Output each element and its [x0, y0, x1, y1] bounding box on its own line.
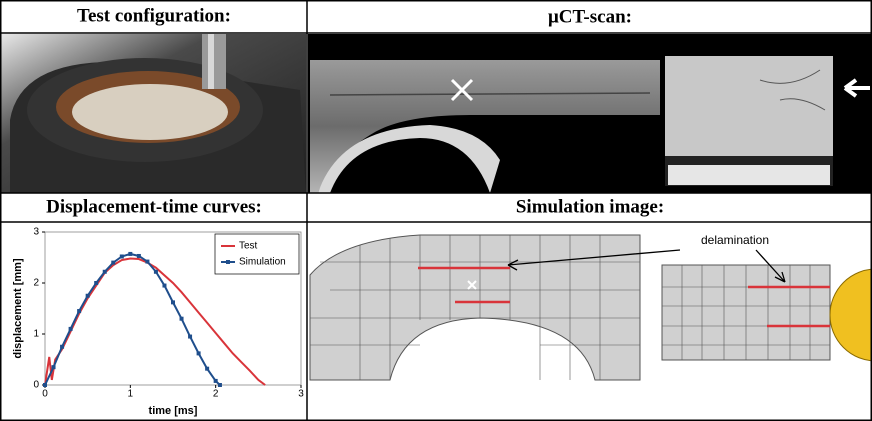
y-tick-label: 0 [33, 380, 39, 391]
y-tick-label: 1 [33, 329, 39, 340]
ct-scan [308, 34, 871, 193]
marker [120, 254, 124, 258]
panel-title: Simulation image: [516, 196, 664, 217]
panel-title: Displacement-time curves: [46, 196, 262, 217]
photo [1, 34, 306, 193]
x-tick-label: 3 [298, 389, 304, 400]
legend-label: Test [239, 241, 258, 252]
marker [86, 294, 90, 298]
marker [145, 260, 149, 264]
marker [180, 317, 184, 321]
marker [77, 309, 81, 313]
marker [218, 383, 222, 387]
marker [214, 379, 218, 383]
marker [43, 383, 47, 387]
marker [188, 335, 192, 339]
marker [111, 261, 115, 265]
mesh: delamination [310, 233, 872, 380]
x-tick-label: 1 [128, 389, 134, 400]
y-axis-label: displacement [mm] [12, 258, 24, 359]
legend-marker [226, 260, 230, 264]
marker [154, 270, 158, 274]
marker [197, 351, 201, 355]
marker [171, 300, 175, 304]
marker [60, 345, 64, 349]
marker [162, 284, 166, 288]
marker [137, 254, 141, 258]
marker [128, 252, 132, 256]
line-chart: 0 1 2 3 0 1 2 3 time [ms] displacement [mm] Test Si… [12, 227, 304, 417]
marker [94, 281, 98, 285]
y-tick-label: 3 [33, 227, 39, 238]
marker [205, 367, 209, 371]
x-axis-label: time [ms] [149, 405, 198, 417]
marker [52, 365, 56, 369]
marker [103, 270, 107, 274]
marker [69, 327, 73, 331]
panel-title: μCT-scan: [548, 6, 632, 27]
annotation: delamination [701, 233, 769, 247]
panel-title: Test configuration: [77, 5, 231, 26]
x-tick-label: 0 [42, 389, 48, 400]
page: {"panels": [ {"title": "Test configurati… [0, 0, 872, 421]
x-tick-label: 2 [213, 389, 219, 400]
legend-label: Simulation [239, 257, 286, 268]
y-tick-label: 2 [33, 278, 39, 289]
figure: delamination Test configuration: μCT-sca… [0, 0, 872, 421]
